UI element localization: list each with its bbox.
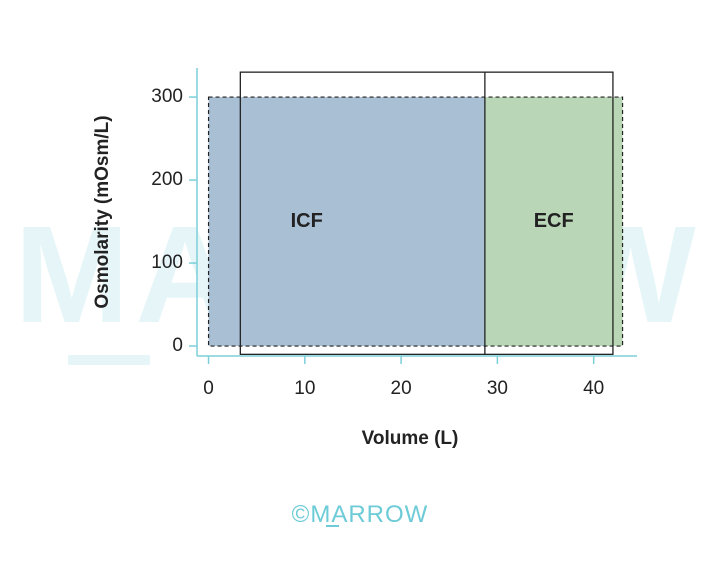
footer-logo: ©MARROW: [292, 501, 429, 528]
compartment-labels: ICF ECF: [291, 210, 574, 232]
y-tick-label: 200: [151, 169, 183, 190]
x-tick-label: 40: [583, 378, 604, 399]
x-tick-label: 0: [203, 378, 214, 399]
x-tick-label: 10: [294, 378, 315, 399]
y-tick-label: 0: [172, 335, 183, 356]
y-axis-title: Osmolarity (mOsm/L): [92, 115, 113, 308]
region-ecf: [484, 97, 623, 347]
y-tick-label: 100: [151, 252, 183, 273]
region-icf: [208, 97, 485, 347]
region-label-icf: ICF: [291, 210, 323, 232]
x-axis-title: Volume (L): [362, 428, 459, 449]
region-label-ecf: ECF: [534, 210, 574, 232]
compartment-outlines: [207, 71, 624, 355]
x-tick-label: 20: [391, 378, 412, 399]
axes: 0 100 200 300 0 10 20 30 40: [151, 68, 637, 399]
x-tick-label: 30: [487, 378, 508, 399]
y-tick-label: 300: [151, 86, 183, 107]
solid-new-outline: [239, 71, 614, 355]
compartment-regions: [208, 97, 623, 347]
dashed-initial-outline: [207, 96, 624, 347]
y-axis-ticks: 0 100 200 300: [151, 86, 197, 356]
x-axis-ticks: 0 10 20 30 40: [203, 356, 604, 399]
